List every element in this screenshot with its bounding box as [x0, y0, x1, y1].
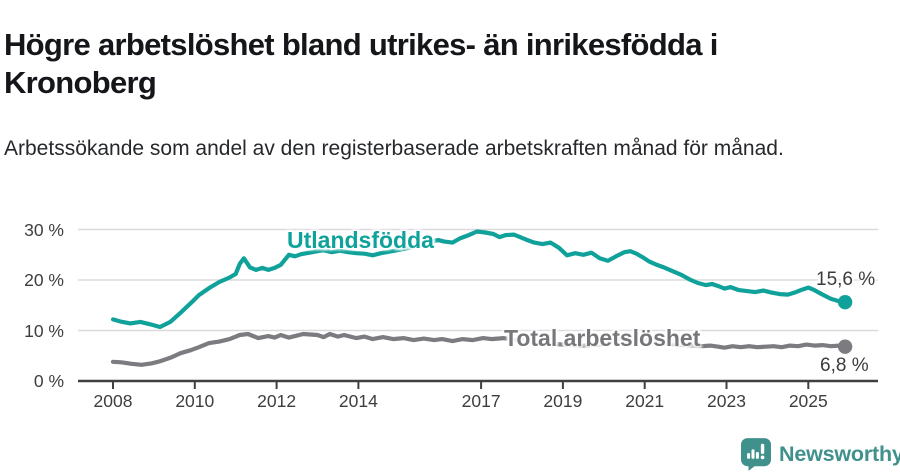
series-label-total-arbetsloshet: Total arbetslöshet — [504, 325, 701, 351]
x-axis-label-2017: 2017 — [461, 391, 501, 411]
newsworthy-branding: Newsworthy — [741, 438, 900, 471]
x-axis-label-2025: 2025 — [788, 391, 828, 411]
x-axis-label-2012: 2012 — [257, 391, 297, 411]
y-axis-label-0: 0 % — [33, 371, 64, 391]
y-axis-label-20: 20 % — [24, 270, 64, 290]
series-line-total — [110, 331, 848, 367]
series-end-dot-total — [837, 339, 853, 354]
chart-subtitle: Arbetssökande som andel av den registerb… — [4, 137, 784, 160]
x-axis-label-2021: 2021 — [625, 391, 665, 411]
series-line-utlandsfodda — [110, 229, 848, 330]
newsworthy-wordmark: Newsworthy — [779, 442, 900, 466]
x-axis-label-2023: 2023 — [707, 391, 746, 411]
bar-chart-speech-bubble-icon — [741, 438, 771, 471]
end-value-label-total: 6,8 % — [820, 355, 869, 376]
x-axis-label-2008: 2008 — [93, 391, 133, 411]
series-end-dot-utlandsfodda — [837, 295, 853, 310]
x-axis-label-2010: 2010 — [175, 391, 215, 411]
y-axis-label-30: 30 % — [24, 219, 64, 240]
end-value-label-utlandsfodda: 15,6 % — [816, 269, 876, 290]
series-label-utlandsfodda: Utlandsfödda — [287, 227, 434, 253]
chart-title: Högre arbetslöshet bland utrikes- än inr… — [4, 26, 718, 100]
y-axis-label-10: 10 % — [24, 320, 64, 341]
x-axis-label-2014: 2014 — [338, 391, 378, 411]
x-axis-label-2019: 2019 — [543, 391, 583, 411]
